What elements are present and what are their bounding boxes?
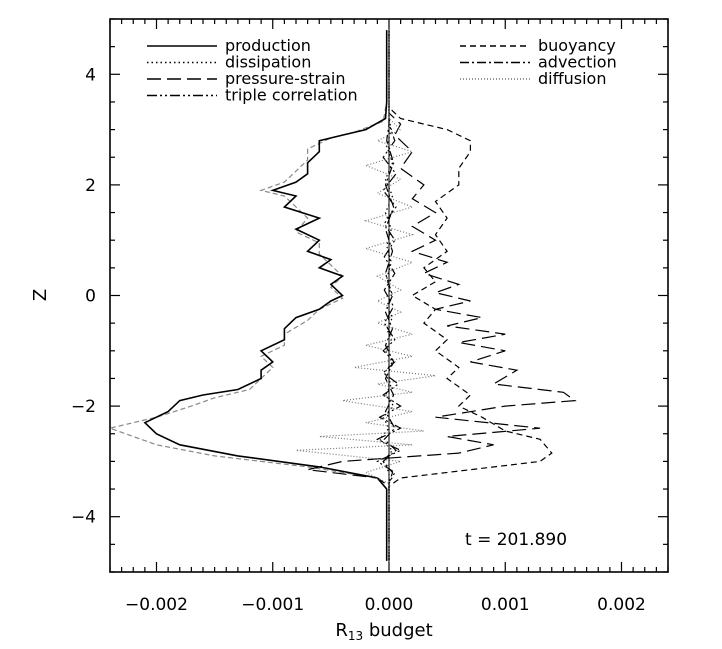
y-tick-label: 4 [85, 65, 96, 85]
x-tick-label: 0.000 [365, 595, 414, 615]
legend-item-dissipation: dissipation [147, 53, 311, 72]
x-axis-title-main: R [335, 620, 348, 641]
y-tick-label: 0 [85, 287, 96, 307]
legend-item-advection: advection [460, 53, 617, 72]
series-line-buoyancy [388, 30, 553, 561]
tick-labels: −4 −2 0 2 4 −0.002 −0.001 0.000 0.001 0.002 [71, 65, 646, 615]
x-tick-label: −0.002 [125, 595, 188, 615]
legend-label: triple correlation [225, 86, 358, 105]
x-axis-title-suffix: budget [363, 620, 433, 641]
y-tick-label: 2 [85, 176, 96, 196]
plot-area [107, 19, 577, 572]
legend-label: diffusion [538, 69, 606, 88]
series-line-production [143, 30, 388, 561]
series-line-extra [107, 30, 388, 561]
legend-label: dissipation [225, 53, 311, 72]
x-tick-label: 0.002 [597, 595, 646, 615]
y-tick-label: −4 [71, 508, 96, 528]
y-tick-label: −2 [71, 397, 96, 417]
legend-label: production [225, 36, 311, 55]
series-line-dissipation [378, 30, 395, 561]
legend-item-buoyancy: buoyancy [460, 36, 616, 55]
legend-label: buoyancy [538, 36, 616, 55]
plot-frame [109, 18, 669, 573]
series-line-pressure-strain [307, 30, 577, 561]
legend-label: pressure-strain [225, 69, 345, 88]
x-tick-label: 0.001 [481, 595, 530, 615]
series-line-triple-correlation [376, 30, 402, 561]
legend-item-triple-correlation: triple correlation [147, 86, 358, 105]
y-axis-title: Z [30, 289, 51, 301]
legend-item-pressure-strain: pressure-strain [147, 69, 345, 88]
x-axis-title: R13 budget [335, 620, 432, 643]
legend-label: advection [538, 53, 617, 72]
legend: productiondissipationpressure-straintrip… [147, 36, 617, 105]
x-axis-title-subscript: 13 [348, 629, 363, 643]
x-tick-label: −0.001 [241, 595, 304, 615]
axis-ticks [109, 18, 669, 573]
time-annotation: t = 201.890 [465, 530, 567, 550]
legend-item-production: production [147, 36, 311, 55]
legend-item-diffusion: diffusion [460, 69, 606, 88]
series-line-diffusion [295, 30, 436, 561]
